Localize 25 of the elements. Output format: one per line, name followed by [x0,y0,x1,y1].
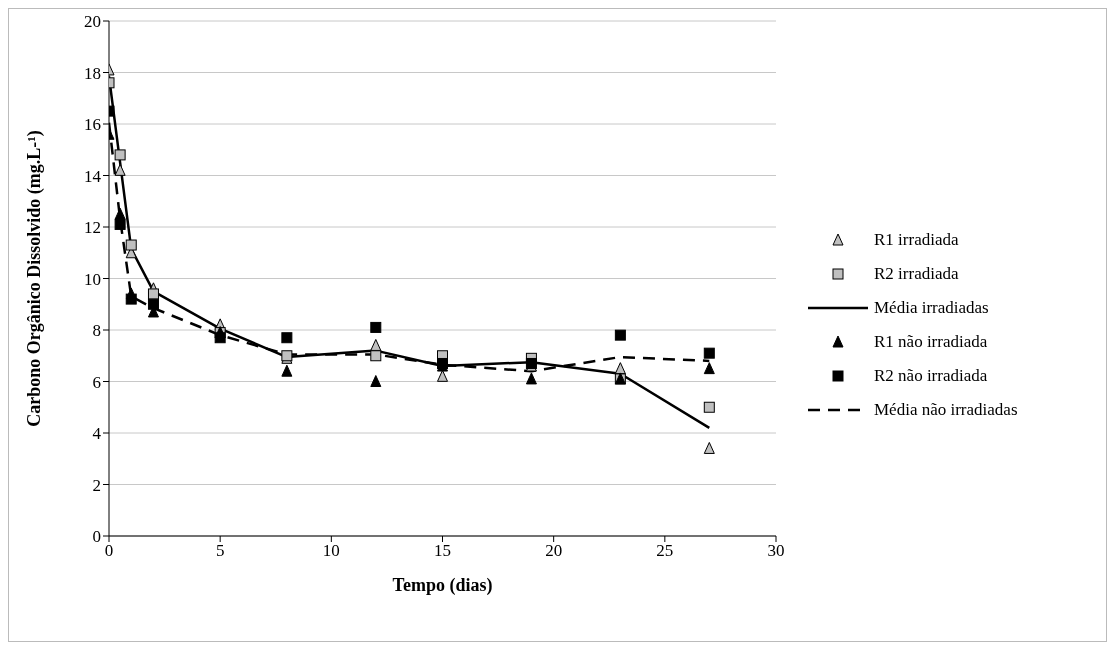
legend-label: R2 irradiada [874,264,959,284]
y-tick-label: 0 [92,527,101,547]
legend-label: Média não irradiadas [874,400,1018,420]
x-tick-label: 10 [322,541,340,561]
y-tick-label: 6 [92,372,101,392]
x-tick-label: 30 [767,541,785,561]
y-tick-label: 20 [84,12,101,32]
y-tick-label: 18 [84,63,101,83]
x-tick-label: 5 [215,541,225,561]
legend-label: Média irradiadas [874,298,989,318]
y-tick-label: 12 [84,218,101,238]
y-tick-label: 8 [92,321,101,341]
y-tick-label: 14 [84,166,102,186]
y-tick-label: 2 [92,475,101,495]
x-tick-label: 20 [545,541,563,561]
y-axis-title: Carbono Orgânico Dissolvido (mg.L-¹) [24,130,46,427]
x-axis-title: Tempo (dias) [392,575,493,596]
x-tick-label: 25 [656,541,674,561]
x-tick-label: 15 [434,541,451,561]
y-tick-label: 10 [84,269,101,289]
y-tick-label: 16 [84,115,101,135]
legend-label: R1 irradiada [874,230,959,250]
legend-label: R1 não irradiada [874,332,988,352]
legend-label: R2 não irradiada [874,366,988,386]
y-tick-label: 4 [92,424,102,444]
